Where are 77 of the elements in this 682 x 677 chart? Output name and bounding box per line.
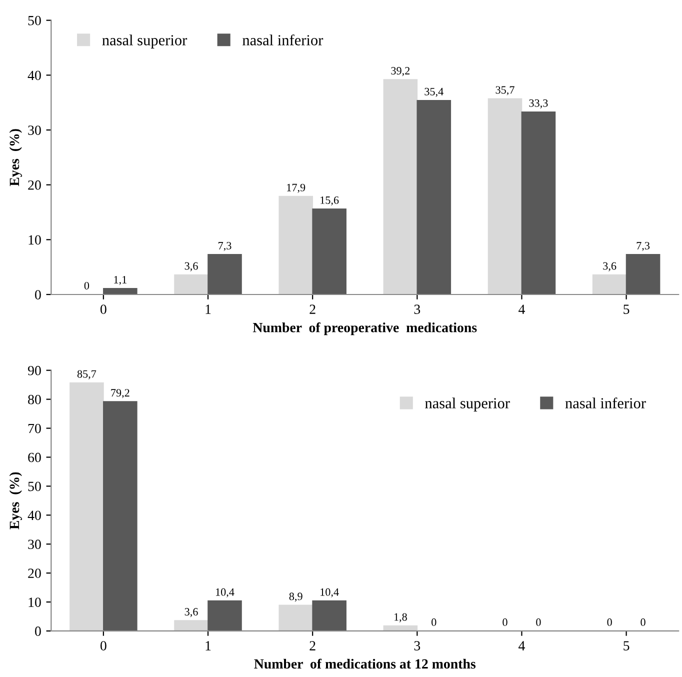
bar [70, 382, 104, 631]
data-label: 0 [640, 618, 646, 626]
y-tick-label: 0 [35, 626, 41, 636]
y-tick-label: 20 [28, 180, 41, 190]
data-label: 35,7 [496, 86, 514, 96]
bar [488, 98, 522, 294]
x-tick-label: 0 [100, 641, 106, 650]
y-tick-label: 0 [35, 290, 41, 300]
y-tick-label: 60 [28, 452, 41, 462]
data-label: 1,8 [394, 613, 407, 622]
data-label: 10,4 [216, 588, 234, 598]
y-tick-label: 70 [28, 424, 41, 434]
legend-label: nasal superior [425, 398, 510, 412]
data-label: 3,6 [184, 262, 198, 272]
y-tick-label: 30 [28, 540, 41, 550]
x-tick-label: 1 [206, 304, 211, 314]
legend-label: nasal inferior [565, 398, 646, 408]
data-label: 39,2 [391, 67, 410, 76]
data-label: 15,6 [320, 196, 339, 206]
data-label: 8,9 [289, 592, 302, 602]
data-label: 7,3 [636, 242, 650, 252]
x-tick-label: 4 [518, 641, 525, 650]
data-label: 3,6 [184, 608, 198, 618]
bar [383, 79, 418, 294]
y-tick-label: 50 [28, 16, 41, 26]
x-tick-label: 3 [414, 304, 420, 314]
data-label: 3,6 [603, 262, 616, 272]
data-label: 10,4 [320, 588, 339, 598]
bar [278, 196, 314, 294]
data-label: 17,9 [287, 184, 306, 193]
data-label: 79,2 [111, 389, 130, 398]
legend-label: nasal superior [102, 34, 188, 48]
data-label: 33,3 [529, 99, 548, 108]
bar [103, 401, 138, 631]
x-axis-title: Number of medications at 12 months [254, 658, 476, 669]
data-label: 0 [536, 618, 541, 626]
data-label: 7,3 [218, 242, 232, 252]
x-tick-label: 4 [518, 304, 525, 314]
data-label: 0 [432, 618, 436, 626]
bar [278, 604, 314, 631]
data-label: 0 [502, 618, 508, 626]
bar [103, 288, 138, 294]
bar [312, 208, 346, 294]
data-label: 85,7 [77, 370, 96, 380]
bar [174, 620, 208, 631]
bar [174, 274, 208, 294]
bar [626, 254, 660, 294]
y-tick-label: 50 [28, 482, 41, 492]
data-label: 0 [84, 282, 90, 290]
bar [592, 274, 627, 294]
y-axis-title: Eyes (%) [9, 472, 22, 530]
bar [208, 254, 242, 294]
x-tick-label: 2 [310, 641, 316, 650]
bar [312, 600, 346, 631]
bar [521, 111, 556, 294]
data-label: 35,4 [424, 88, 444, 97]
legend-label: nasal inferior [242, 34, 324, 46]
x-axis-title: Number of preoperative medications [252, 322, 477, 336]
x-tick-label: 5 [624, 641, 630, 650]
x-tick-label: 3 [414, 641, 420, 650]
y-tick-label: 40 [28, 70, 41, 80]
bar [416, 100, 452, 294]
y-tick-label: 40 [28, 510, 41, 520]
y-tick-label: 30 [28, 126, 41, 135]
y-tick-label: 20 [28, 568, 41, 578]
data-label: 0 [607, 618, 612, 626]
x-tick-label: 2 [310, 304, 316, 314]
y-axis-title: Eyes (%) [9, 129, 22, 186]
x-tick-label: 1 [206, 641, 211, 650]
y-tick-label: 10 [28, 235, 41, 245]
x-tick-label: 5 [624, 304, 630, 314]
y-tick-label: 90 [28, 366, 41, 376]
y-tick-label: 80 [28, 394, 41, 404]
y-tick-label: 10 [28, 598, 41, 607]
bar [208, 600, 242, 631]
x-tick-label: 0 [100, 304, 106, 314]
data-label: 1,1 [114, 276, 126, 286]
